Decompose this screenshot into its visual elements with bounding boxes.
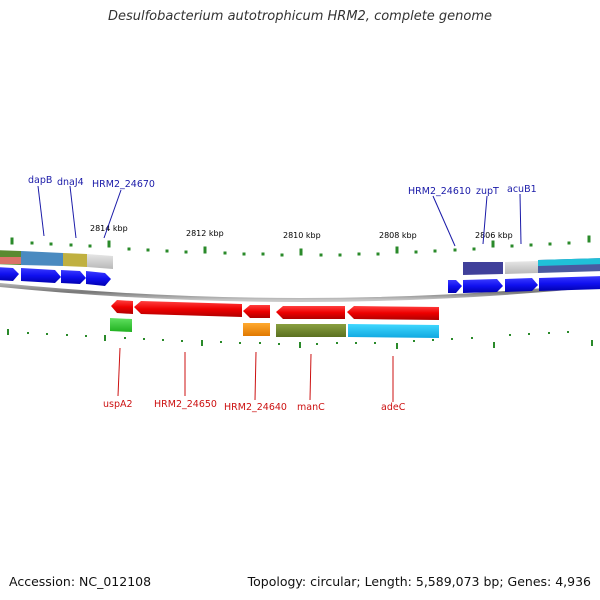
reverse-leader-lines — [117, 347, 394, 402]
gene-label-HRM2-24640[interactable]: HRM2_24640 — [224, 402, 287, 413]
gene-arrow-fwd-4[interactable] — [86, 271, 111, 286]
gene-label-adeC[interactable]: adeC — [381, 402, 406, 413]
gene-arrow-HRM2-24650[interactable] — [134, 301, 242, 317]
category-bar-uspA2 — [110, 318, 132, 332]
scale-label: 2808 kbp — [379, 231, 417, 240]
tick-mark — [104, 335, 106, 341]
gene-label-acuB1[interactable]: acuB1 — [507, 184, 537, 195]
category-bar-HRM2-24640 — [243, 323, 270, 336]
gene-arrow-fwd-2[interactable] — [21, 268, 61, 283]
category-bar-adeC — [348, 324, 439, 338]
tick-mark — [587, 235, 591, 243]
category-bar-fwd-2 — [21, 251, 63, 266]
gene-arrow-HRM2-24640[interactable] — [243, 305, 270, 318]
gene-arrow-fwd-7[interactable] — [505, 278, 538, 292]
accession-text: Accession: NC_012108 — [9, 574, 152, 589]
category-bar-fwd-1b — [0, 257, 21, 264]
gene-arrow-fwd-3[interactable] — [61, 270, 86, 284]
gene-arrow-manC[interactable] — [276, 306, 345, 319]
gene-label-zupT[interactable]: zupT — [476, 186, 499, 197]
tick-mark — [201, 340, 203, 346]
category-bar-manC — [276, 324, 346, 337]
tick-mark — [299, 248, 303, 256]
forward-category-bars — [0, 250, 600, 275]
gene-arrow-fwd-8[interactable] — [539, 276, 600, 291]
tick-mark — [107, 240, 111, 248]
tick-mark — [491, 240, 495, 248]
gene-arrow-fwd-1[interactable] — [0, 267, 19, 281]
tick-mark — [591, 340, 593, 346]
lower-tick-track — [7, 329, 593, 349]
gene-label-dnaJ4[interactable]: dnaJ4 — [57, 177, 84, 188]
forward-leader-lines — [37, 185, 522, 247]
genome-backbone — [0, 282, 600, 302]
category-bar-fwd-8 — [538, 258, 600, 266]
gene-label-HRM2-24610[interactable]: HRM2_24610 — [408, 186, 471, 197]
gene-arrow-adeC[interactable] — [347, 306, 439, 320]
gene-arrow-fwd-5[interactable] — [448, 280, 462, 293]
scale-labels: 2814 kbp 2812 kbp 2810 kbp 2808 kbp 2806… — [90, 224, 513, 240]
tick-mark — [395, 246, 399, 254]
tick-mark — [299, 342, 301, 348]
reverse-gene-labels: uspA2 HRM2_24650 HRM2_24640 manC adeC — [103, 399, 406, 413]
map-title: Desulfobacterium autotrophicum HRM2, com… — [107, 9, 493, 24]
gene-arrow-fwd-6[interactable] — [463, 279, 503, 293]
reverse-genes — [111, 300, 439, 320]
reverse-category-bars — [110, 318, 439, 338]
tick-mark — [7, 329, 9, 335]
category-bar-fwd-6 — [505, 261, 538, 274]
tick-mark — [396, 343, 398, 349]
category-bar-fwd-3 — [63, 253, 87, 267]
gene-label-HRM2-24650[interactable]: HRM2_24650 — [154, 399, 217, 410]
scale-label: 2814 kbp — [90, 224, 128, 233]
forward-gene-labels: dapB dnaJ4 HRM2_24670 HRM2_24610 zupT ac… — [28, 175, 537, 197]
gene-label-dapB[interactable]: dapB — [28, 175, 52, 186]
scale-label: 2806 kbp — [475, 231, 513, 240]
tick-mark — [10, 237, 14, 245]
gene-label-manC[interactable]: manC — [297, 402, 325, 413]
scale-label: 2812 kbp — [186, 229, 224, 238]
tick-mark — [493, 342, 495, 348]
upper-tick-track — [10, 235, 591, 257]
category-bar-fwd-4 — [87, 254, 113, 269]
gene-label-uspA2[interactable]: uspA2 — [103, 399, 133, 410]
category-bar-fwd-5 — [463, 262, 503, 275]
forward-genes — [0, 267, 600, 293]
gene-arrow-uspA2[interactable] — [111, 300, 133, 314]
gene-label-HRM2-24670[interactable]: HRM2_24670 — [92, 179, 155, 190]
tick-mark — [203, 246, 207, 254]
genome-summary-text: Topology: circular; Length: 5,589,073 bp… — [247, 574, 591, 589]
scale-label: 2810 kbp — [283, 231, 321, 240]
